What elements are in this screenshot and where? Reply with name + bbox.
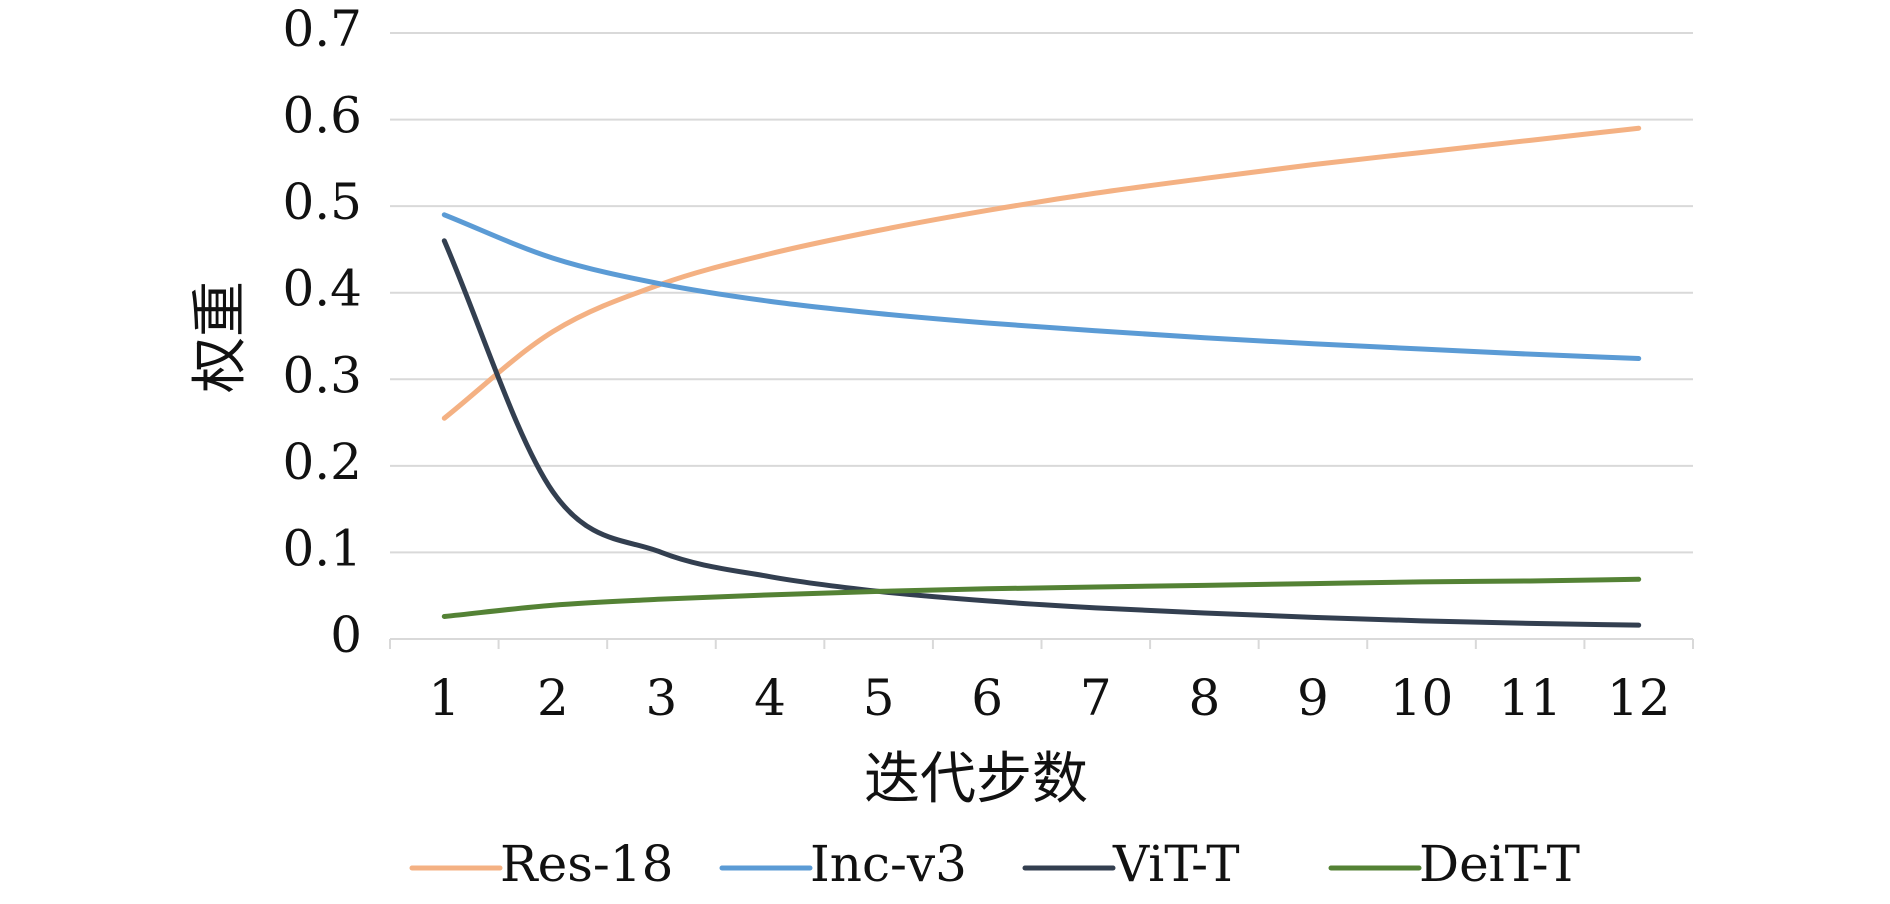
y-tick-label: 0 (330, 606, 362, 664)
x-tick-label: 8 (1188, 669, 1220, 727)
y-tick-label: 0.6 (282, 87, 362, 145)
grid-lines (390, 32, 1693, 554)
series-line-res-18 (441, 125, 1642, 421)
x-tick-labels: 1 2 3 4 5 6 7 8 9 10 11 12 (428, 669, 1670, 727)
y-tick-labels: 0 0.1 0.2 0.3 0.4 0.5 0.6 0.7 (282, 0, 362, 664)
y-tick-label: 0.3 (282, 346, 362, 404)
y-tick-label: 0.2 (282, 433, 362, 491)
x-tick-label: 5 (863, 669, 895, 727)
series-line-inc-v3 (441, 212, 1642, 362)
y-tick-label: 0.1 (282, 519, 362, 577)
legend-item-res-18: Res-18 (409, 835, 673, 893)
legend-label: Res-18 (500, 835, 673, 893)
y-axis-title: 权重 (188, 281, 253, 393)
x-tick-label: 4 (754, 669, 786, 727)
x-tick-label: 7 (1080, 669, 1112, 727)
series-lines (441, 125, 1642, 628)
x-tick-label: 6 (971, 669, 1003, 727)
series-line-vit-t (441, 238, 1642, 628)
x-tick-label: 12 (1607, 669, 1671, 727)
x-tick-label: 9 (1297, 669, 1329, 727)
legend-label: ViT-T (1112, 835, 1240, 893)
legend-label: DeiT-T (1419, 835, 1580, 893)
x-tick-label: 11 (1498, 669, 1562, 727)
x-axis-title: 迭代步数 (864, 747, 1088, 812)
legend-item-deit-t: DeiT-T (1328, 835, 1580, 893)
x-tick-label: 1 (428, 669, 460, 727)
x-tick-label: 2 (537, 669, 569, 727)
series-line-deit-t (441, 576, 1642, 619)
legend-label: Inc-v3 (810, 835, 967, 893)
legend: Res-18 Inc-v3 ViT-T DeiT-T (409, 835, 1580, 893)
y-tick-label: 0.4 (282, 260, 362, 318)
y-tick-label: 0.5 (282, 173, 362, 231)
legend-item-inc-v3: Inc-v3 (719, 835, 967, 893)
legend-item-vit-t: ViT-T (1022, 835, 1240, 893)
y-tick-label: 0.7 (282, 0, 362, 58)
x-tick-label: 3 (646, 669, 678, 727)
x-tick-label: 10 (1390, 669, 1454, 727)
x-axis (389, 638, 1694, 649)
